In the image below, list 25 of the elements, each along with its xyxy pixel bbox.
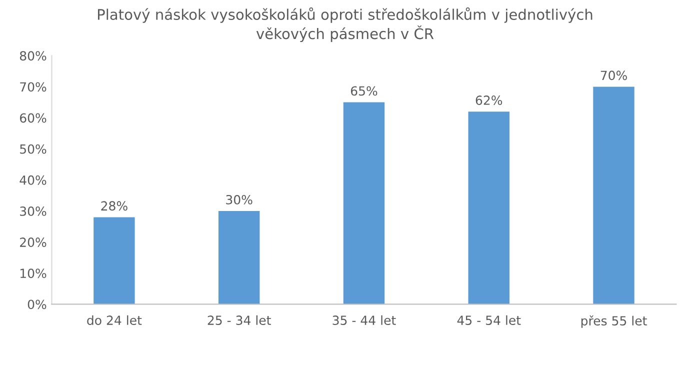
y-tick-label: 40% xyxy=(20,175,46,185)
x-tick-label: 35 - 44 let xyxy=(332,315,396,326)
chart-title: Platový náskok vysokoškoláků oproti středoškolálkům v jednotlivých věkových pásmech v ČR xyxy=(98,7,592,42)
bar xyxy=(343,102,385,304)
y-tick-label: 0% xyxy=(28,300,46,310)
data-label: 30% xyxy=(226,194,252,204)
data-label: 65% xyxy=(350,86,378,96)
y-tick-label: 20% xyxy=(20,238,46,248)
y-tick-label: 60% xyxy=(20,113,46,123)
bar xyxy=(94,217,135,304)
bar xyxy=(593,86,634,304)
y-tick-label: 80% xyxy=(20,51,46,61)
data-label: 62% xyxy=(476,96,502,105)
x-tick-label: přes 55 let xyxy=(581,315,647,328)
bar xyxy=(218,211,260,304)
x-tick-label: 25 - 34 let xyxy=(208,315,271,326)
y-tick-label: 70% xyxy=(20,82,46,92)
y-tick-label: 10% xyxy=(20,268,46,278)
y-tick-label: 50% xyxy=(20,144,46,154)
data-label: 70% xyxy=(600,70,627,80)
bar xyxy=(468,112,510,304)
x-tick-label: 45 - 54 let xyxy=(457,315,521,326)
y-tick-label: 30% xyxy=(20,206,46,216)
data-label: 28% xyxy=(101,201,128,211)
x-tick-label: do 24 let xyxy=(87,315,142,326)
